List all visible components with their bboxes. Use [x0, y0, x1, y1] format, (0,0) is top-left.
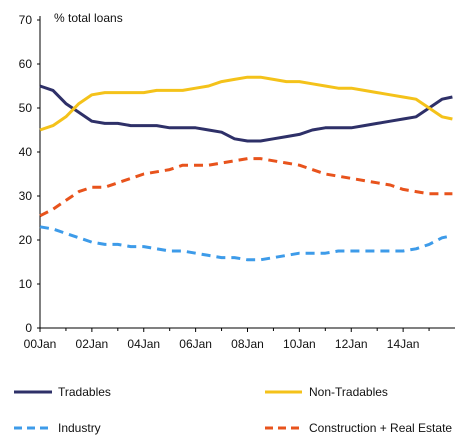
x-tick-label: 02Jan	[76, 337, 109, 351]
y-tick-label: 0	[25, 321, 32, 335]
series-line-tradables	[39, 84, 453, 143]
x-tick-label: 14Jan	[387, 337, 420, 351]
x-tick-label: 04Jan	[127, 337, 160, 351]
series-line-industry	[39, 225, 453, 262]
y-tick-label: 60	[19, 57, 33, 71]
x-tick-label: 06Jan	[179, 337, 212, 351]
series-layer	[39, 75, 453, 262]
y-tick-label: 30	[19, 189, 33, 203]
legend: Tradables Non-Tradables Industry Constructi…	[14, 385, 452, 435]
x-tick-label: 10Jan	[283, 337, 316, 351]
y-tick-label: 50	[19, 101, 33, 115]
x-tick-label: 08Jan	[231, 337, 264, 351]
legend-label-construction-real-estate: Construction + Real Estate	[309, 421, 452, 435]
legend-label-industry: Industry	[58, 421, 101, 435]
y-tick-label: 10	[19, 277, 33, 291]
y-tick-label: 70	[19, 13, 33, 27]
axes: 0 10 20 30 40 50 60 70 % total loans 00Jan 02Jan 04…	[19, 11, 455, 351]
series-line-non-tradables	[39, 75, 453, 132]
legend-label-non-tradables: Non-Tradables	[309, 385, 388, 399]
y-tick-label: 40	[19, 145, 33, 159]
x-tick-label: 00Jan	[24, 337, 57, 351]
legend-label-tradables: Tradables	[58, 385, 111, 399]
x-tick-label: 12Jan	[335, 337, 368, 351]
y-tick-label: 20	[19, 233, 33, 247]
y-axis-label: % total loans	[54, 11, 123, 25]
series-line-construction-real-estate	[39, 157, 453, 218]
